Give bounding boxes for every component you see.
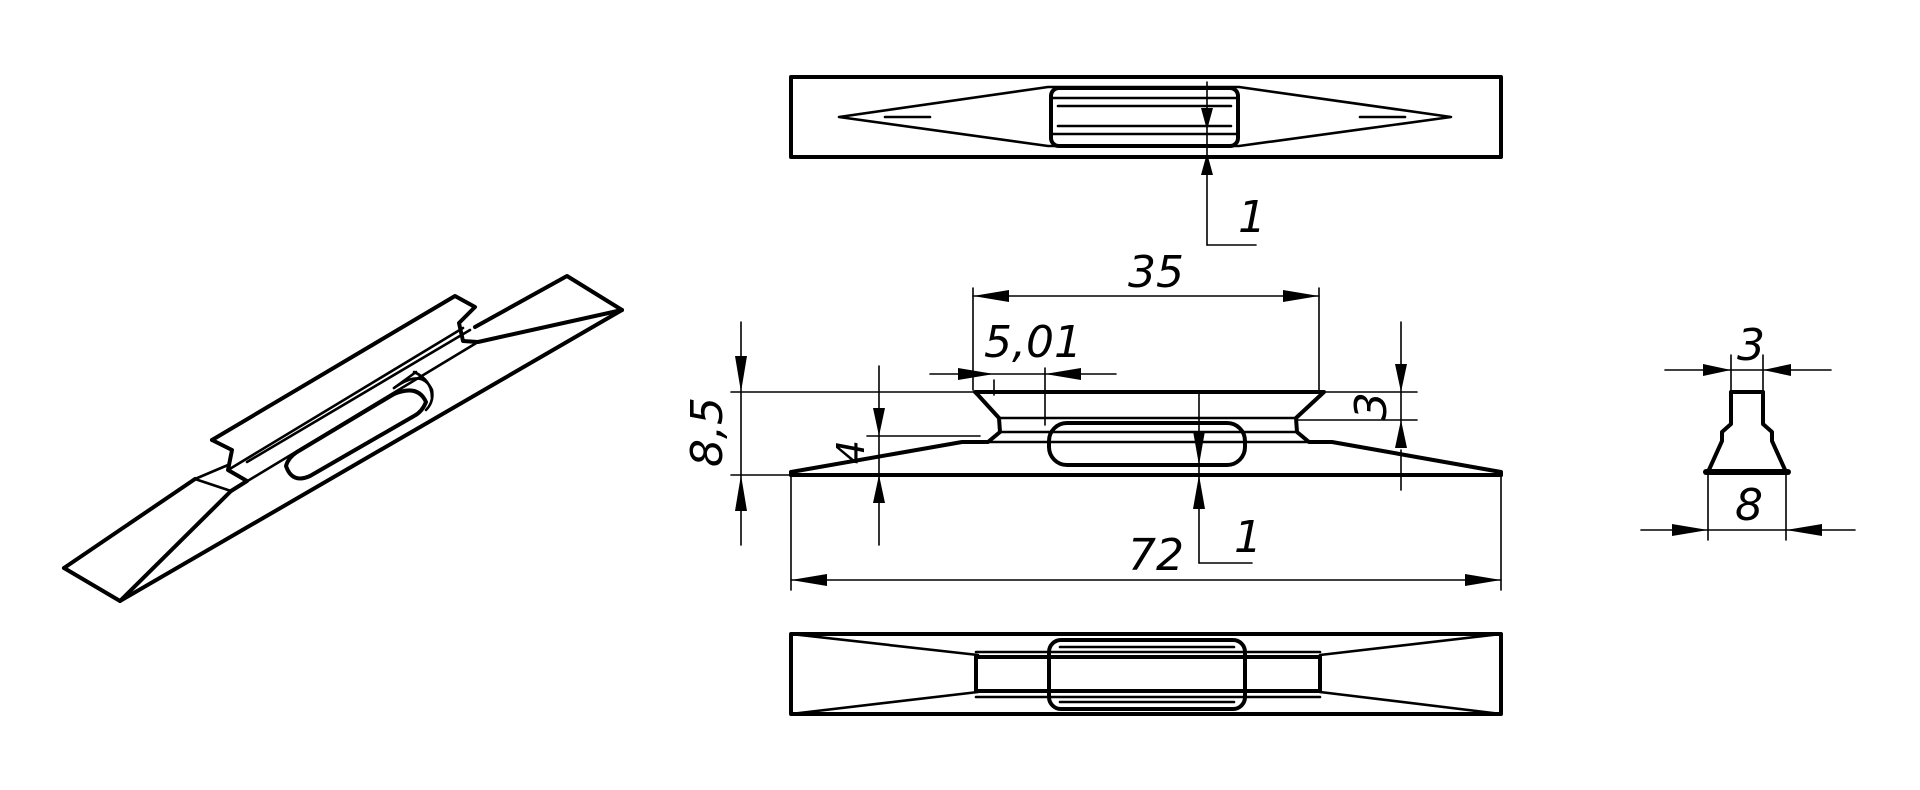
bottom-view bbox=[789, 632, 1503, 716]
end-view: 3 8 bbox=[1640, 320, 1856, 541]
length-35-label: 35 bbox=[1128, 247, 1184, 298]
top-thickness-label: 1 bbox=[1238, 192, 1266, 243]
end-base-8-label: 8 bbox=[1735, 480, 1763, 531]
step-3-label: 3 bbox=[1346, 392, 1397, 420]
front-view: 35 5,01 8,5 4 3 1 72 bbox=[682, 247, 1503, 591]
height-8-5-label: 8,5 bbox=[682, 397, 733, 467]
front-thickness-label: 1 bbox=[1234, 512, 1262, 563]
isometric-view bbox=[62, 274, 624, 603]
top-view: 1 bbox=[789, 75, 1503, 246]
blade-4-label: 4 bbox=[829, 440, 873, 464]
end-top-3-label: 3 bbox=[1737, 320, 1765, 371]
length-72-label: 72 bbox=[1128, 530, 1184, 581]
offset-5-01-label: 5,01 bbox=[984, 317, 1082, 368]
